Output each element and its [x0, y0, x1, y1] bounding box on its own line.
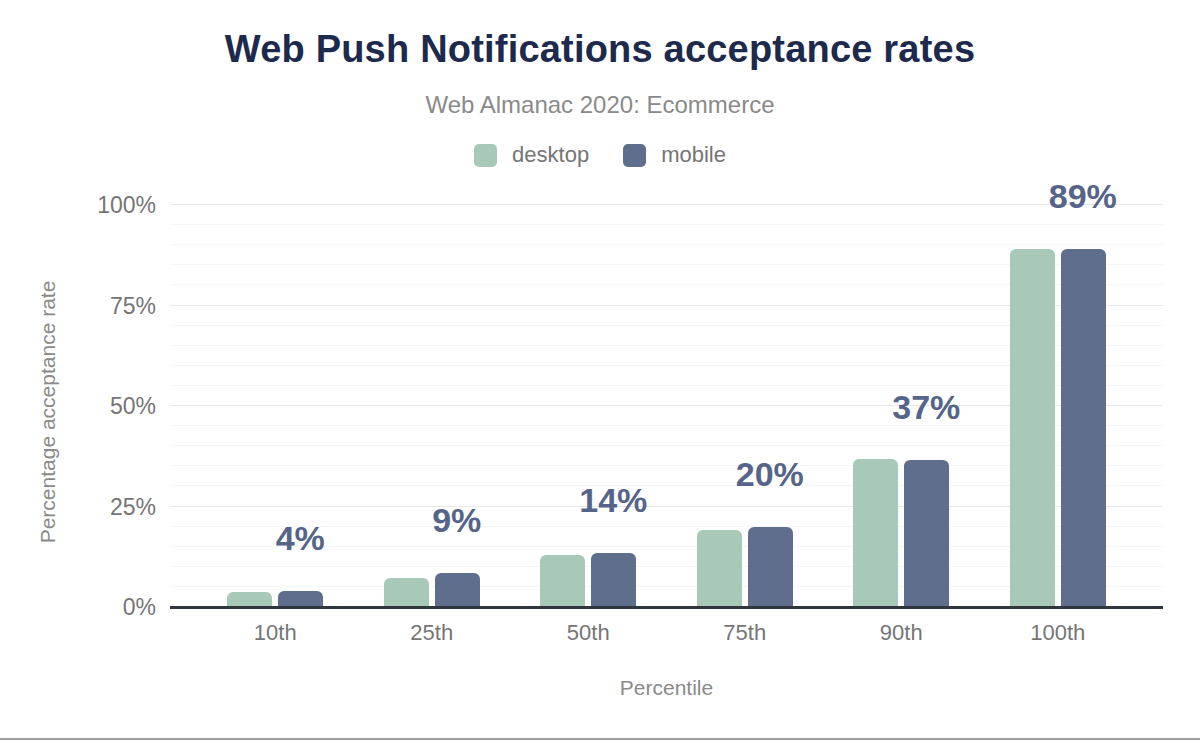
bar-value-label-10th: 4% — [276, 521, 325, 555]
x-axis-title: Percentile — [170, 676, 1163, 700]
bar-group-75th: 20% — [667, 205, 824, 607]
x-axis-line — [170, 606, 1163, 609]
y-tick-0%: 0% — [123, 596, 156, 619]
y-tick-50%: 50% — [110, 395, 156, 418]
y-tick-100%: 100% — [97, 194, 156, 217]
bar-value-label-90th: 37% — [892, 390, 960, 424]
y-axis-title: Percentage acceptance rate — [36, 281, 60, 544]
legend-swatch-mobile — [623, 144, 646, 167]
bar-desktop-10th[interactable] — [227, 592, 272, 607]
bar-value-label-100th: 89% — [1049, 179, 1117, 213]
bar-group-100th: 89% — [980, 205, 1137, 607]
x-tick-50th: 50th — [510, 620, 667, 646]
bottom-border-line — [0, 738, 1200, 740]
bar-mobile-75th[interactable] — [748, 527, 793, 607]
legend-label: mobile — [661, 142, 726, 168]
x-tick-100th: 100th — [980, 620, 1137, 646]
x-tick-10th: 10th — [197, 620, 354, 646]
bar-value-label-25th: 9% — [432, 503, 481, 537]
bar-group-10th: 4% — [197, 205, 354, 607]
x-tick-25th: 25th — [354, 620, 511, 646]
bar-value-label-50th: 14% — [579, 483, 647, 517]
bar-mobile-25th[interactable] — [435, 573, 480, 607]
legend-item-mobile[interactable]: mobile — [623, 142, 726, 168]
y-tick-75%: 75% — [110, 294, 156, 317]
bar-desktop-75th[interactable] — [697, 530, 742, 607]
bar-desktop-50th[interactable] — [540, 555, 585, 607]
bar-group-25th: 9% — [354, 205, 511, 607]
legend-item-desktop[interactable]: desktop — [474, 142, 589, 168]
x-axis-tick-labels: 10th25th50th75th90th100th — [197, 620, 1136, 646]
legend-swatch-desktop — [474, 144, 497, 167]
plot-area: 0%25%50%75%100% 4%9%14%20%37%89% — [170, 205, 1163, 607]
bar-mobile-10th[interactable] — [278, 591, 323, 607]
bar-mobile-90th[interactable] — [904, 460, 949, 607]
bar-desktop-90th[interactable] — [853, 459, 898, 607]
bar-value-label-75th: 20% — [736, 457, 804, 491]
bar-mobile-50th[interactable] — [591, 553, 636, 607]
x-tick-90th: 90th — [823, 620, 980, 646]
y-tick-25%: 25% — [110, 495, 156, 518]
legend: desktop mobile — [0, 142, 1200, 168]
bar-groups: 4% 9% 14% 20% 37% 89% — [197, 205, 1136, 607]
chart-title: Web Push Notifications acceptance rates — [0, 28, 1200, 71]
bar-desktop-100th[interactable] — [1010, 249, 1055, 607]
x-tick-75th: 75th — [667, 620, 824, 646]
bar-group-90th: 37% — [823, 205, 980, 607]
bar-desktop-25th[interactable] — [384, 578, 429, 607]
chart-subtitle: Web Almanac 2020: Ecommerce — [0, 91, 1200, 119]
chart-page: Web Push Notifications acceptance rates … — [0, 0, 1200, 742]
bar-group-50th: 14% — [510, 205, 667, 607]
bar-mobile-100th[interactable] — [1061, 249, 1106, 607]
legend-label: desktop — [512, 142, 589, 168]
